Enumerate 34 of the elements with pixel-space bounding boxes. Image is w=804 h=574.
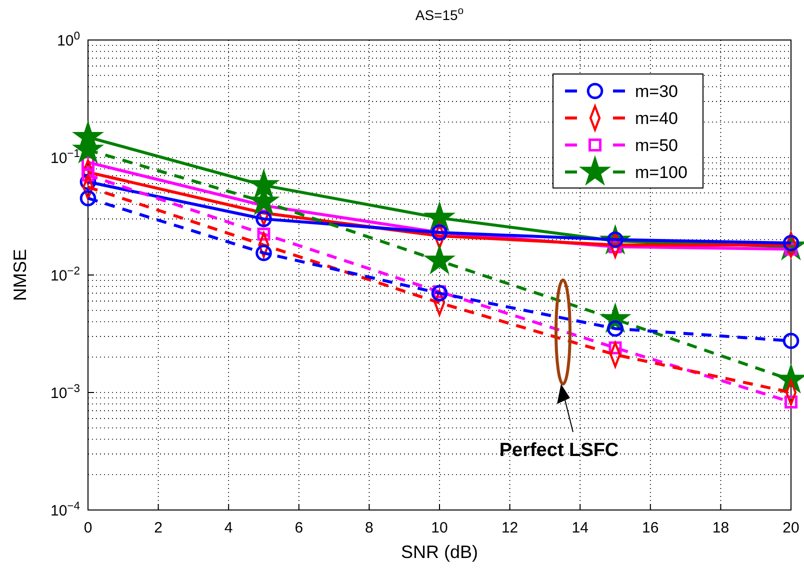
point: [607, 320, 624, 337]
y-tick-label: 10$^{0}$: [57, 30, 80, 50]
x-tick-label: 20: [782, 520, 800, 536]
annotation: Perfect LSFC: [499, 440, 619, 461]
point: [82, 168, 94, 182]
legend-label: m=40: [635, 108, 678, 128]
x-axis-title: SNR (dB): [400, 542, 478, 562]
y-axis-title: NMSE: [10, 248, 30, 302]
x-tick-label: 6: [294, 520, 304, 536]
y-tick-label: 10$^{−1}$: [50, 148, 80, 167]
legend-label: m=30: [635, 82, 678, 101]
point: [424, 202, 454, 231]
point: [782, 332, 800, 350]
x-tick-label: 0: [84, 520, 92, 536]
x-tick-label: 12: [501, 520, 518, 536]
point: [80, 190, 96, 206]
y-tick-label: 10$^{−3}$: [50, 382, 80, 402]
x-tick-label: 8: [365, 520, 374, 536]
x-tick-label: 18: [712, 520, 730, 536]
x-tick-label: 10: [431, 520, 448, 536]
x-tick-label: 16: [642, 520, 659, 536]
point: [256, 210, 272, 228]
point: [424, 245, 454, 274]
y-tick-label: 10$^{−2}$: [50, 265, 80, 284]
legend-label: m=50: [635, 136, 678, 155]
point: [248, 170, 279, 198]
chart-title: AS=15$^{o}$: [415, 5, 464, 23]
x-tick-label: 2: [154, 520, 162, 536]
x-tick-label: 14: [572, 520, 588, 536]
y-tick-label: 10$^{−4}$: [50, 500, 80, 520]
point: [256, 244, 272, 262]
point: [431, 285, 448, 302]
x-tick-label: 4: [224, 520, 233, 536]
legend-label: m=100: [635, 162, 688, 182]
